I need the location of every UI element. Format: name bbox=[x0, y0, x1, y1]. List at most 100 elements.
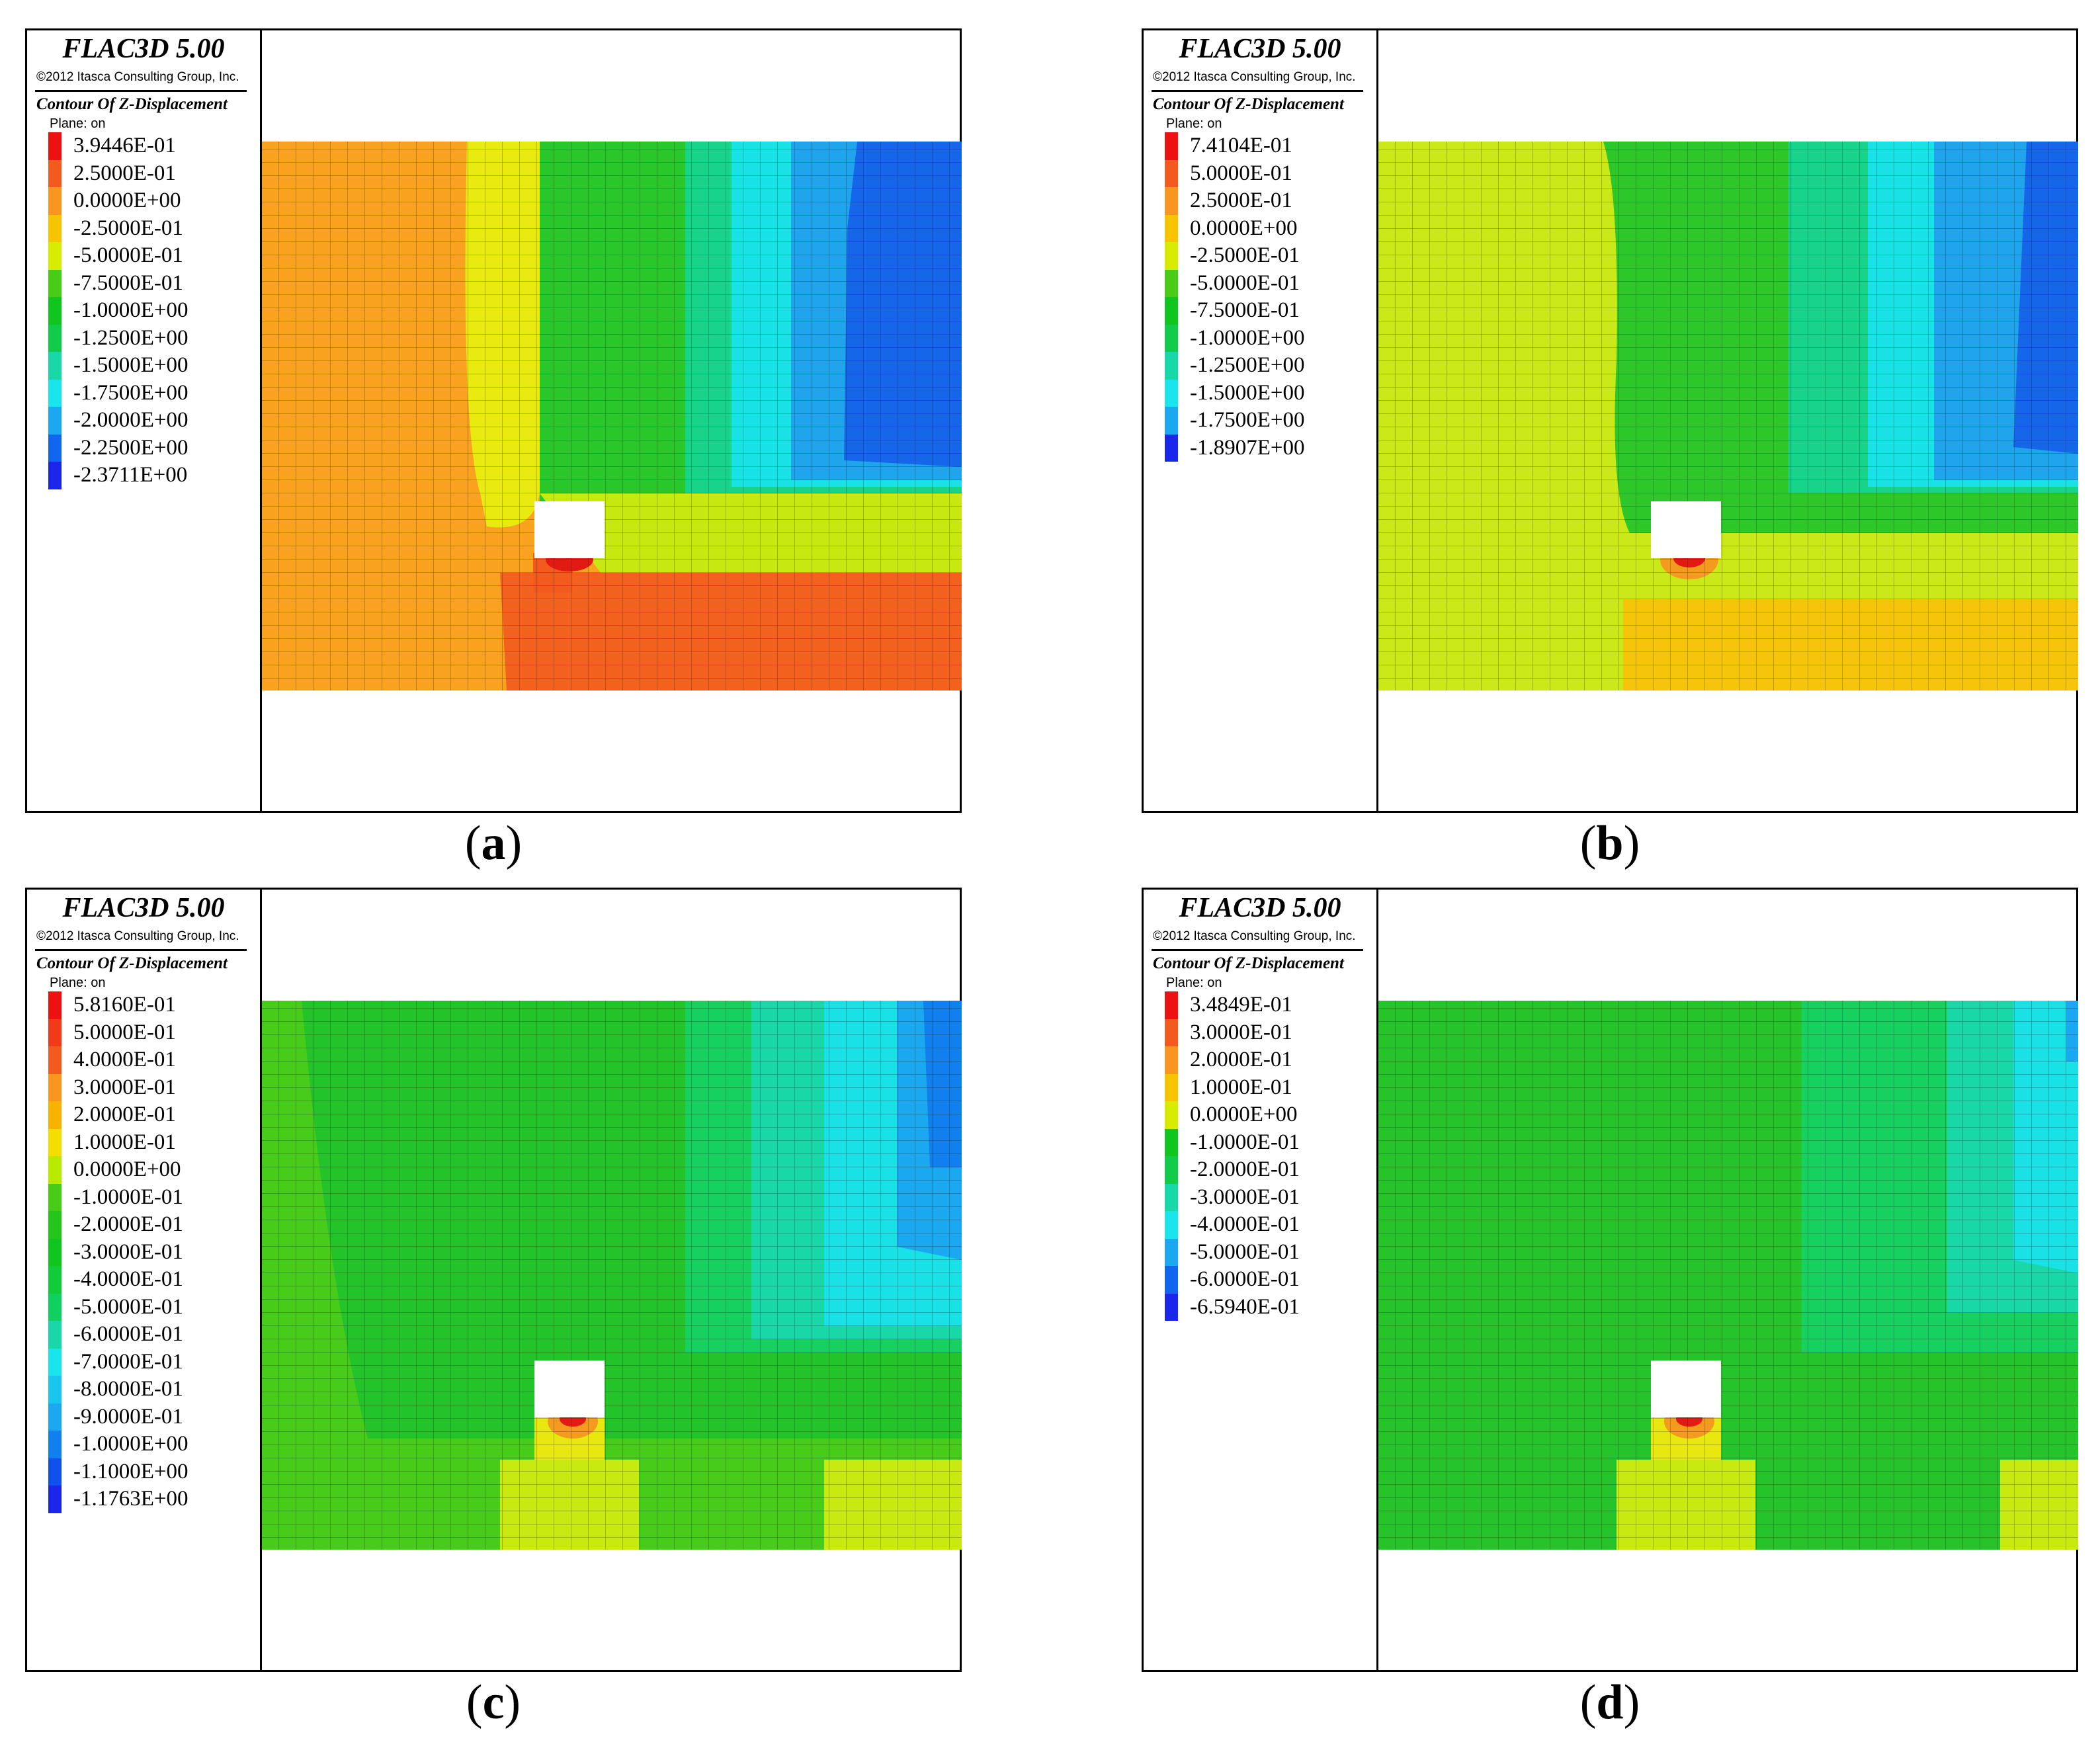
legend-item: -9.0000E-01 bbox=[48, 1403, 247, 1431]
legend-swatch bbox=[48, 1321, 62, 1349]
copyright-text: ©2012 Itasca Consulting Group, Inc. bbox=[36, 70, 239, 84]
panel-frame: FLAC3D 5.00 ©2012 Itasca Consulting Grou… bbox=[1142, 28, 2078, 813]
legend-swatch bbox=[1165, 1019, 1178, 1046]
legend-item: -1.2500E+00 bbox=[1165, 352, 1363, 380]
legend-value: -8.0000E-01 bbox=[73, 1377, 183, 1401]
legend-value: -5.0000E-01 bbox=[1190, 1239, 1300, 1264]
legend-item: 3.0000E-01 bbox=[48, 1073, 247, 1101]
panel-caption: (a) bbox=[464, 816, 523, 870]
legend-swatch bbox=[48, 1211, 62, 1239]
legend-swatch bbox=[48, 324, 62, 352]
software-title: FLAC3D 5.00 bbox=[1179, 893, 1341, 923]
legend-swatch bbox=[48, 1073, 62, 1101]
legend-item: 3.9446E-01 bbox=[48, 132, 247, 160]
legend-swatch bbox=[48, 1156, 62, 1184]
legend-value: -1.2500E+00 bbox=[1190, 353, 1305, 377]
contour-plot bbox=[1378, 142, 2078, 690]
legend-swatch bbox=[1165, 187, 1178, 215]
legend-items: 3.9446E-01 2.5000E-01 0.0000E+00 -2.5000E-0… bbox=[48, 132, 247, 489]
legend-value: -6.5940E-01 bbox=[1190, 1294, 1300, 1319]
legend-swatch bbox=[1165, 352, 1178, 380]
legend-value: -5.0000E-01 bbox=[73, 243, 183, 267]
copyright-text: ©2012 Itasca Consulting Group, Inc. bbox=[1153, 929, 1356, 943]
copyright-text: ©2012 Itasca Consulting Group, Inc. bbox=[36, 929, 239, 943]
legend-item: 2.0000E-01 bbox=[48, 1101, 247, 1129]
divider bbox=[1152, 949, 1363, 951]
legend-item: 2.5000E-01 bbox=[48, 159, 247, 187]
legend-item: 1.0000E-01 bbox=[1165, 1073, 1363, 1101]
legend-value: 5.0000E-01 bbox=[73, 1020, 176, 1044]
legend-item: -2.3711E+00 bbox=[48, 462, 247, 489]
legend-item: -1.7500E+00 bbox=[1165, 407, 1363, 435]
legend-value: -1.5000E+00 bbox=[1190, 380, 1305, 405]
legend: FLAC3D 5.00 ©2012 Itasca Consulting Grou… bbox=[1144, 30, 1378, 811]
contour-plot bbox=[262, 1001, 962, 1550]
legend-swatch bbox=[1165, 407, 1178, 435]
legend-item: 0.0000E+00 bbox=[1165, 1101, 1363, 1129]
legend-item: 0.0000E+00 bbox=[1165, 214, 1363, 242]
legend-value: 0.0000E+00 bbox=[73, 1157, 181, 1181]
legend-item: -3.0000E-01 bbox=[1165, 1183, 1363, 1211]
legend-value: -1.0000E+00 bbox=[73, 298, 189, 322]
plane-label: Plane: on bbox=[50, 116, 106, 131]
legend-item: -1.0000E-01 bbox=[1165, 1128, 1363, 1156]
legend-value: -4.0000E-01 bbox=[1190, 1212, 1300, 1236]
legend-value: -1.7500E+00 bbox=[73, 380, 189, 405]
legend-value: -6.0000E-01 bbox=[1190, 1267, 1300, 1291]
legend-swatch bbox=[48, 1266, 62, 1294]
panel-caption: (b) bbox=[1579, 816, 1640, 870]
panel-frame: FLAC3D 5.00 ©2012 Itasca Consulting Grou… bbox=[25, 28, 962, 813]
legend-swatch bbox=[48, 297, 62, 325]
legend-swatch bbox=[48, 1128, 62, 1156]
legend-item: 0.0000E+00 bbox=[48, 1156, 247, 1184]
legend-item: -1.5000E+00 bbox=[1165, 379, 1363, 407]
legend: FLAC3D 5.00 ©2012 Itasca Consulting Grou… bbox=[1144, 890, 1378, 1670]
legend-swatch bbox=[48, 1431, 62, 1458]
legend-swatch bbox=[48, 242, 62, 270]
legend-item: -5.0000E-01 bbox=[1165, 1238, 1363, 1266]
legend-value: 1.0000E-01 bbox=[73, 1130, 176, 1154]
panel-caption: (c) bbox=[466, 1675, 521, 1730]
legend-swatch bbox=[48, 434, 62, 462]
legend-value: -4.0000E-01 bbox=[73, 1267, 183, 1291]
legend-swatch bbox=[48, 1293, 62, 1321]
legend-value: 4.0000E-01 bbox=[73, 1048, 176, 1071]
legend-value: -1.0000E+00 bbox=[1190, 325, 1305, 350]
legend-swatch bbox=[1165, 1211, 1178, 1239]
legend-value: -5.0000E-01 bbox=[1190, 271, 1300, 295]
legend-item: -2.5000E-01 bbox=[1165, 242, 1363, 270]
legend-value: 2.5000E-01 bbox=[73, 161, 176, 185]
legend-swatch bbox=[48, 132, 62, 160]
legend-swatch bbox=[1165, 269, 1178, 297]
legend-value: -1.0000E-01 bbox=[1190, 1130, 1300, 1154]
legend-swatch bbox=[1165, 1046, 1178, 1074]
legend-item: -6.0000E-01 bbox=[1165, 1266, 1363, 1294]
legend-swatch bbox=[48, 352, 62, 380]
legend-item: 5.8160E-01 bbox=[48, 991, 247, 1019]
legend-swatch bbox=[48, 1101, 62, 1129]
legend-swatch bbox=[48, 1183, 62, 1211]
legend-value: 0.0000E+00 bbox=[73, 188, 181, 212]
legend-value: -1.1000E+00 bbox=[73, 1459, 189, 1484]
mesh-grid bbox=[1378, 1001, 2078, 1550]
legend-swatch bbox=[48, 1403, 62, 1431]
mesh-grid bbox=[262, 1001, 962, 1550]
legend-value: -2.5000E-01 bbox=[73, 216, 183, 240]
legend-value: -7.0000E-01 bbox=[73, 1349, 183, 1374]
legend-swatch bbox=[48, 1238, 62, 1266]
legend-swatch bbox=[1165, 1266, 1178, 1294]
legend-item: -5.0000E-01 bbox=[48, 242, 247, 270]
legend-item: -7.0000E-01 bbox=[48, 1348, 247, 1376]
legend-swatch bbox=[48, 187, 62, 215]
legend-swatch bbox=[48, 379, 62, 407]
legend-item: 7.4104E-01 bbox=[1165, 132, 1363, 160]
legend-value: -7.5000E-01 bbox=[1190, 298, 1300, 322]
contour-title: Contour Of Z-Displacement bbox=[1153, 95, 1344, 113]
legend-value: 3.0000E-01 bbox=[1190, 1020, 1292, 1044]
plane-label: Plane: on bbox=[50, 976, 106, 990]
legend-swatch bbox=[1165, 1183, 1178, 1211]
legend-value: -1.2500E+00 bbox=[73, 325, 189, 350]
legend-item: -6.0000E-01 bbox=[48, 1321, 247, 1349]
legend-value: -9.0000E-01 bbox=[73, 1404, 183, 1429]
legend-swatch bbox=[48, 1019, 62, 1046]
